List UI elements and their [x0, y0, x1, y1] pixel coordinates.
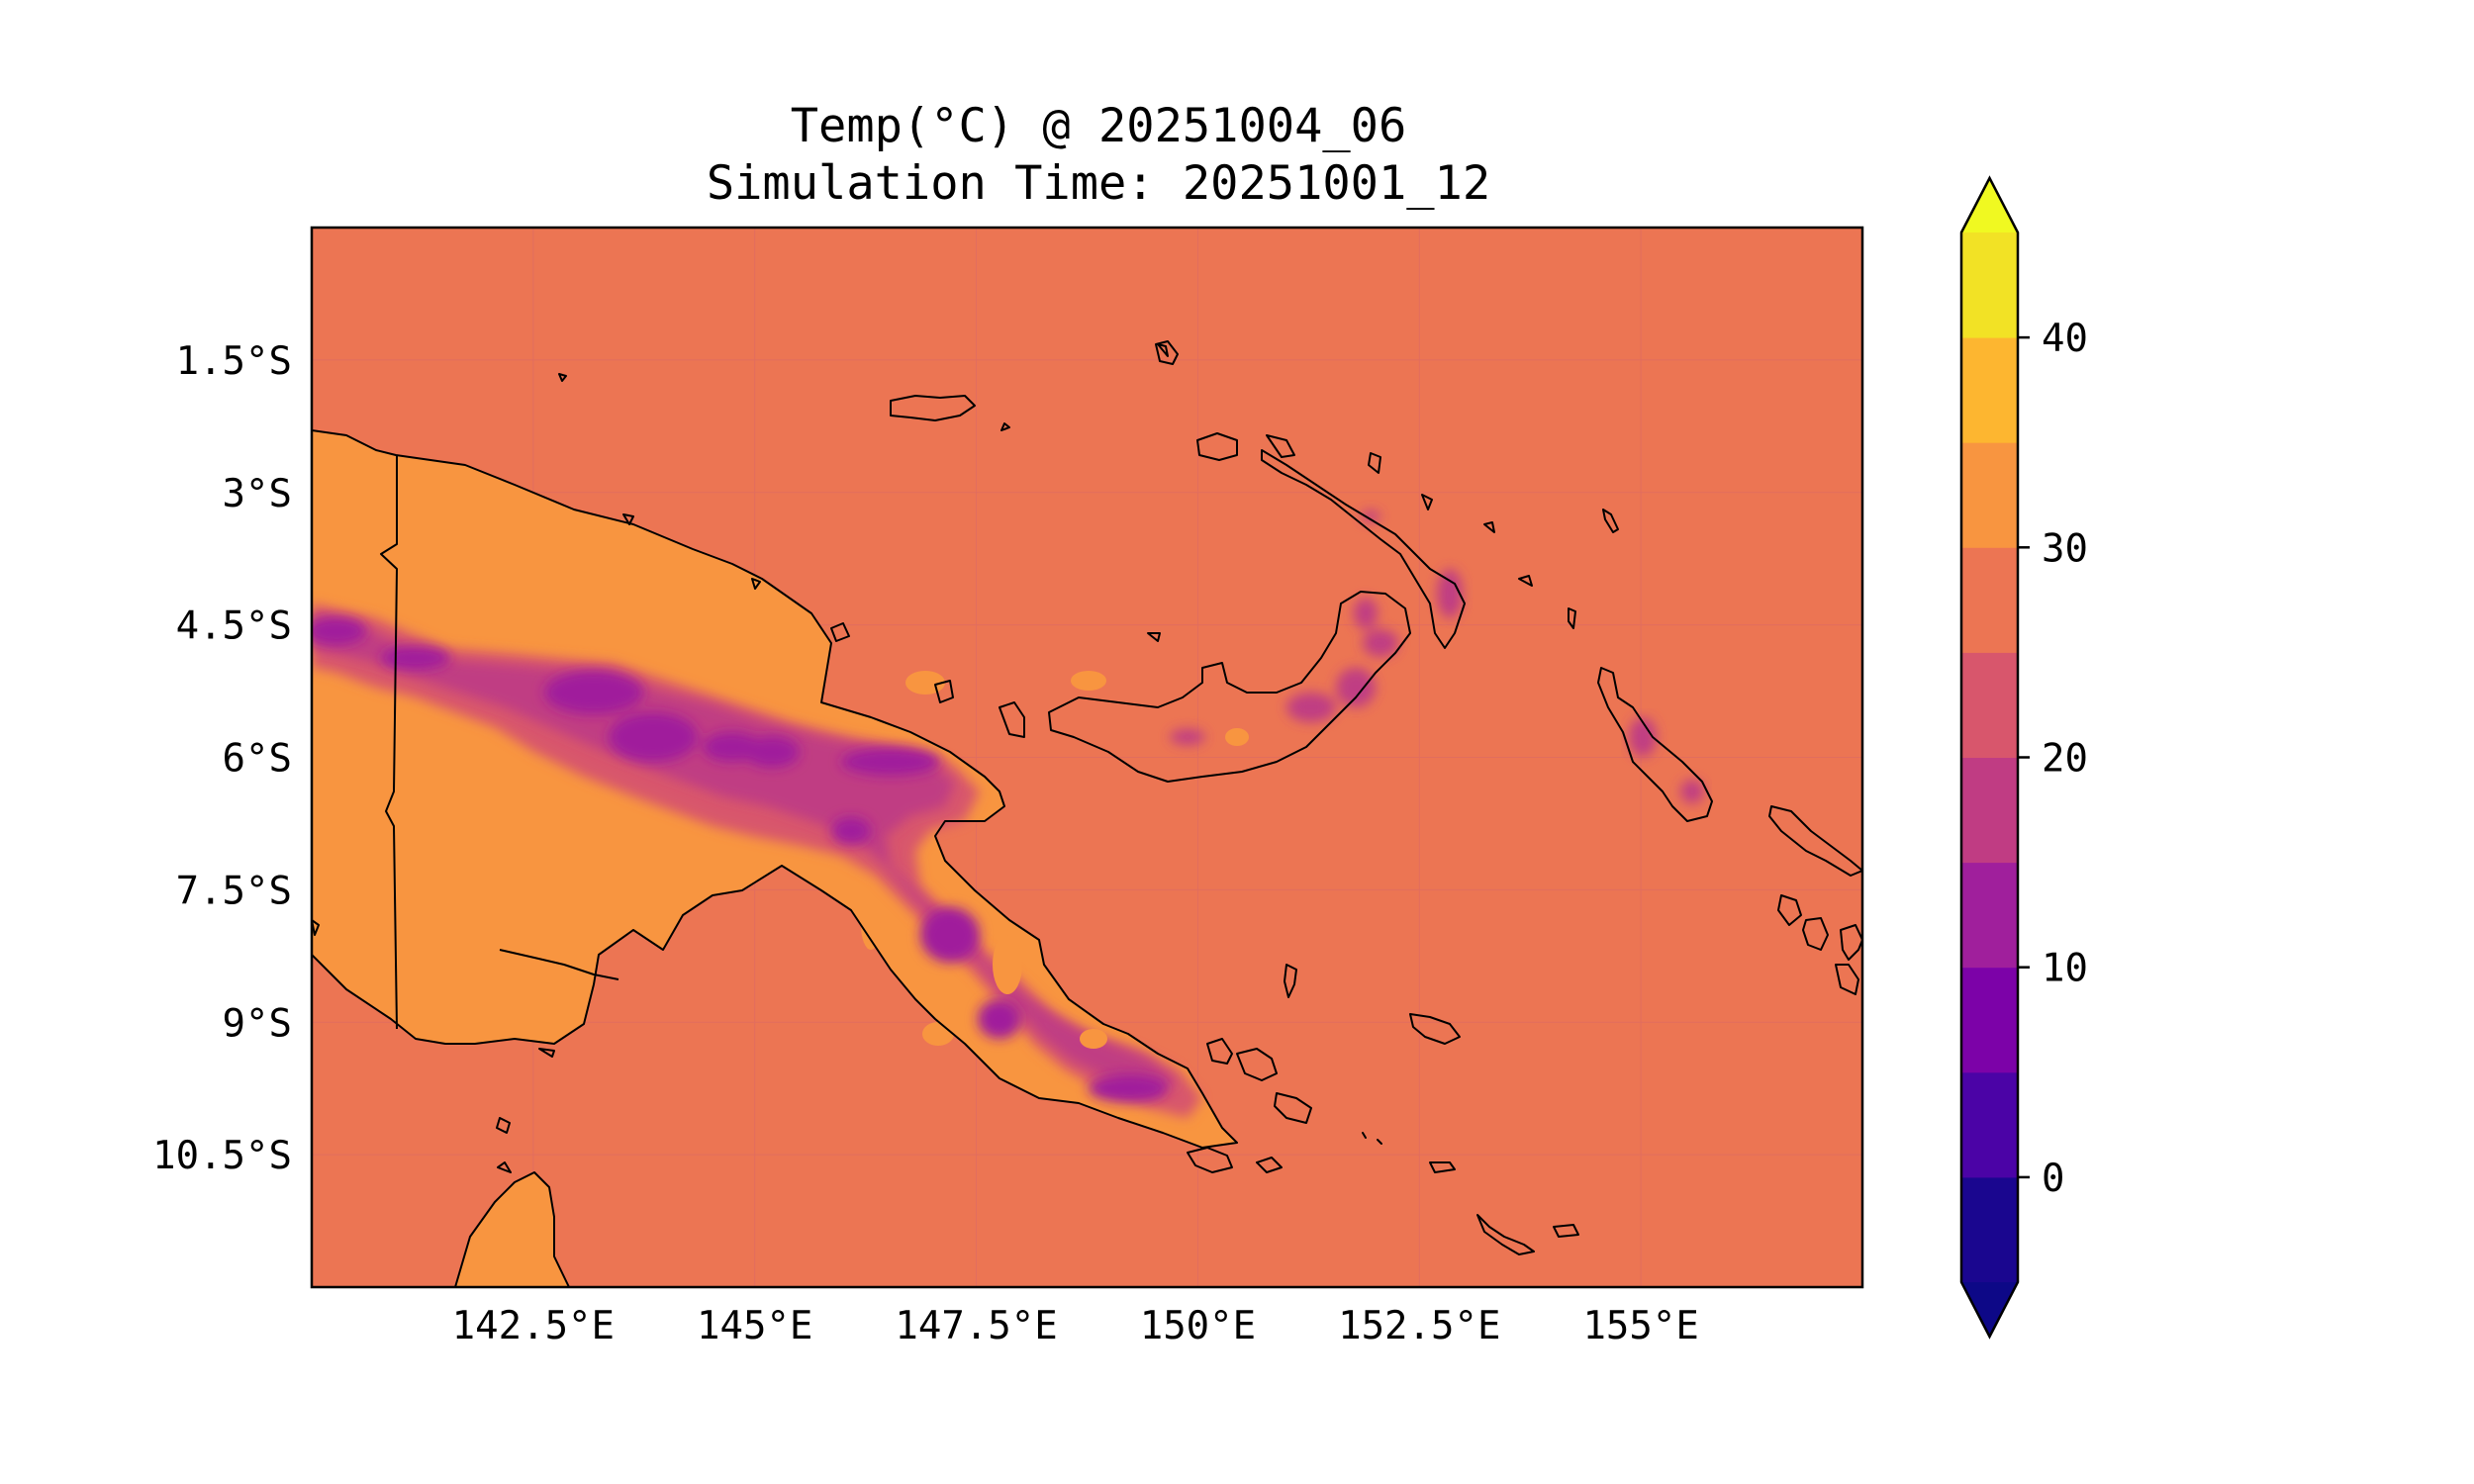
new-ireland-highlands	[1361, 510, 1463, 618]
lat-tick-label: 6°S	[223, 737, 292, 782]
lat-tick-label: 1.5°S	[176, 339, 292, 384]
colorbar-segment	[1961, 442, 2018, 548]
lat-tick-label: 4.5°S	[176, 604, 292, 649]
lon-tick-label: 145°E	[697, 1304, 812, 1348]
map-frame	[310, 226, 1864, 1289]
colorbar-segment	[1961, 967, 2018, 1073]
cape-york-land	[455, 1172, 569, 1287]
bougainville-highlands	[1629, 717, 1704, 803]
coastlines	[312, 340, 1862, 1287]
new-britain-highlands	[1170, 598, 1398, 745]
latitude-tick-labels: 1.5°S 3°S 4.5°S 6°S 7.5°S 9°S 10.5°S	[152, 339, 292, 1178]
coastal-warm-pockets	[861, 671, 1249, 1049]
colorbar: 0 10 20 30 40	[1959, 175, 2088, 1340]
lon-tick-label: 155°E	[1582, 1304, 1698, 1348]
colorbar-segment	[1961, 547, 2018, 653]
lon-tick-label: 147.5°E	[895, 1304, 1057, 1348]
colorbar-tick-label: 10	[2042, 947, 2088, 991]
highlands-20-25	[312, 603, 1202, 1118]
lon-tick-label: 142.5°E	[452, 1304, 615, 1348]
highlands-10-15	[312, 617, 1168, 1102]
colorbar-outline	[1959, 175, 2020, 1340]
lon-tick-label: 150°E	[1140, 1304, 1256, 1348]
colorbar-segment	[1961, 1176, 2018, 1283]
colorbar-segment	[1961, 862, 2018, 969]
colorbar-tick-label: 0	[2042, 1157, 2064, 1201]
colorbar-segment	[1961, 232, 2018, 338]
colorbar-segment	[1961, 337, 2018, 443]
colorbar-segment	[1961, 1071, 2018, 1178]
colorbar-tick-label: 40	[2042, 317, 2088, 361]
colorbar-tick-label: 20	[2042, 737, 2088, 782]
colorbar-tick-label: 30	[2042, 526, 2088, 571]
longitude-tick-labels: 142.5°E 145°E 147.5°E 150°E 152.5°E 155°E	[452, 1304, 1699, 1348]
colorbar-over-extension	[1961, 178, 2018, 232]
lat-tick-label: 7.5°S	[176, 869, 292, 913]
lat-tick-label: 9°S	[223, 1001, 292, 1046]
lat-tick-label: 10.5°S	[152, 1134, 292, 1178]
map-title: Temp(°C) @ 20251004_06	[790, 99, 1407, 153]
lon-tick-label: 152.5°E	[1338, 1304, 1500, 1348]
colorbar-segment	[1961, 652, 2018, 758]
colorbar-segment	[1961, 757, 2018, 864]
lat-tick-label: 3°S	[223, 472, 292, 516]
colorbar-under-extension	[1961, 1282, 2018, 1337]
map-subtitle: Simulation Time: 20251001_12	[706, 156, 1491, 211]
